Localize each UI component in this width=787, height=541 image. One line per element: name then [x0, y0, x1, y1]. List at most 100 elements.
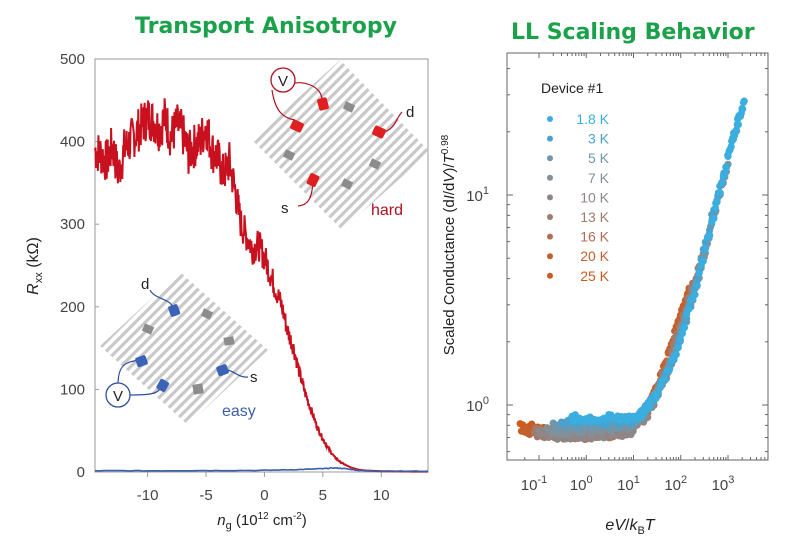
left-x-tick-label: -5 — [199, 487, 212, 504]
hard-gray-contact — [368, 158, 382, 170]
left-chart-title: Transport Anisotropy — [135, 14, 397, 39]
data-point — [740, 97, 748, 105]
legend-entry-label: 10 K — [580, 189, 609, 205]
easy-source-label: s — [250, 369, 258, 386]
right-x-tick-label: 100 — [570, 474, 593, 494]
transport-anisotropy-plot: 0 100 200 300 400 500 -10 -5 0 5 10 V d s hard — [25, 51, 430, 532]
data-point — [676, 335, 684, 343]
right-x-tick-label: 102 — [664, 474, 687, 494]
easy-drain-contact — [168, 304, 181, 317]
hard-drain-contact — [372, 125, 386, 139]
left-x-axis-label: ng (1012 cm-2) — [217, 511, 307, 532]
legend-marker — [547, 253, 553, 260]
left-y-axis-label: Rxx (kΩ) — [25, 237, 45, 295]
legend-marker — [547, 155, 553, 162]
right-x-axis-label: eV/kBT — [605, 517, 655, 537]
hard-label: hard — [371, 202, 403, 219]
left-plot-frame — [94, 58, 429, 473]
data-point — [713, 198, 721, 206]
legend-entry-label: 7 K — [588, 170, 610, 186]
data-point — [685, 305, 693, 313]
right-x-tick-label: 101 — [617, 474, 640, 494]
series-line-easy — [94, 466, 429, 473]
easy-voltmeter-label: V — [113, 388, 123, 405]
left-x-tick-label: -10 — [137, 487, 159, 504]
data-point — [656, 382, 665, 390]
legend-marker — [547, 135, 553, 142]
data-point — [695, 269, 703, 277]
legend-entry-label: 1.8 K — [576, 111, 609, 127]
data-point — [680, 324, 689, 332]
left-y-tick-label: 0 — [77, 464, 85, 481]
data-point — [693, 276, 701, 284]
right-x-tick-label: 103 — [712, 474, 735, 494]
hard-source-contact — [306, 173, 320, 187]
legend-entry-label: 3 K — [588, 131, 610, 147]
left-x-tick-label: 0 — [260, 487, 268, 504]
legend-marker — [547, 174, 553, 181]
legend-marker — [547, 214, 553, 220]
left-y-tick-label: 400 — [60, 134, 85, 151]
scatter-series-1-8K — [568, 97, 748, 426]
easy-voltage-contact — [135, 355, 148, 368]
legend-entry-label: 20 K — [580, 248, 609, 264]
right-y-axis-label: Scaled Conductance (dI/dV)/T0.98 — [440, 134, 458, 355]
data-point — [602, 416, 610, 424]
right-plot-frame — [506, 52, 769, 461]
right-x-tick-label: 10-1 — [521, 474, 547, 494]
hard-gray-contact — [340, 178, 354, 190]
data-point — [710, 215, 718, 223]
easy-gray-contact — [192, 383, 204, 395]
hard-source-label: s — [281, 200, 289, 217]
data-point — [734, 121, 743, 129]
scatter-series-5K — [549, 160, 732, 434]
easy-voltage-contact — [156, 378, 170, 392]
hard-voltage-contact — [317, 97, 329, 111]
hard-stripe-pattern — [252, 60, 430, 230]
legend-marker — [547, 272, 553, 279]
easy-device-diagram: V d s easy — [100, 272, 268, 425]
data-point — [716, 189, 724, 197]
easy-source-contact — [216, 364, 229, 377]
easy-label: easy — [222, 403, 256, 420]
data-point — [733, 127, 741, 135]
data-point — [600, 434, 608, 442]
data-point — [665, 366, 674, 374]
data-point — [701, 245, 710, 253]
legend-marker — [547, 194, 553, 201]
data-point — [661, 375, 669, 383]
hard-drain-label: d — [406, 104, 414, 121]
legend-marker — [547, 233, 553, 240]
legend-title: Device #1 — [541, 80, 603, 96]
legend-entry-label: 16 K — [580, 229, 609, 245]
easy-voltmeter-icon — [105, 382, 131, 408]
left-x-tick-label: 5 — [319, 487, 327, 504]
data-point — [721, 170, 729, 178]
legend-entry-label: 13 K — [580, 209, 609, 225]
left-y-tick-label: 100 — [60, 381, 85, 398]
data-point — [654, 388, 662, 396]
data-point — [739, 105, 747, 113]
data-point — [727, 142, 735, 151]
right-y-tick-label: 100 — [466, 395, 489, 415]
data-point — [672, 350, 680, 358]
data-point — [693, 281, 701, 289]
data-point — [691, 291, 699, 299]
right-chart-title: LL Scaling Behavior — [511, 20, 755, 45]
data-point — [674, 344, 682, 352]
hard-voltmeter-label: V — [278, 73, 288, 90]
hard-voltage-contact — [290, 119, 304, 133]
easy-gray-contact — [223, 336, 235, 346]
data-point — [699, 257, 707, 265]
right-y-tick-label: 101 — [466, 185, 489, 205]
easy-gray-contact — [200, 308, 214, 320]
hard-gray-contact — [282, 149, 296, 161]
legend-entry-label: 5 K — [588, 150, 610, 166]
left-y-tick-label: 500 — [60, 51, 85, 68]
left-y-tick-label: 300 — [60, 216, 85, 233]
easy-drain-label: d — [141, 276, 149, 293]
scatter-series-7K — [543, 174, 728, 439]
hard-voltmeter-icon — [270, 67, 296, 93]
data-point — [652, 394, 660, 402]
